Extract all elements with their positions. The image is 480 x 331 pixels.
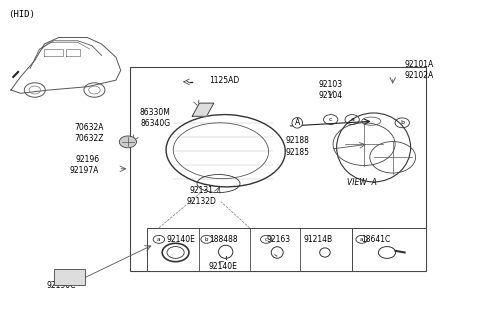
Text: 92103
92104: 92103 92104 (319, 80, 343, 100)
Text: 188488: 188488 (209, 235, 238, 244)
Text: 92188
92185: 92188 92185 (285, 136, 309, 157)
Text: 18641C: 18641C (362, 235, 391, 244)
Text: a: a (157, 237, 161, 242)
FancyBboxPatch shape (130, 67, 426, 270)
FancyBboxPatch shape (352, 228, 426, 270)
Text: 92140E: 92140E (166, 235, 195, 244)
Text: b: b (205, 237, 208, 242)
Text: 92190C: 92190C (47, 281, 76, 291)
Text: b: b (400, 120, 404, 125)
Text: 92101A
92102A: 92101A 92102A (405, 60, 434, 80)
Text: VIEW  A: VIEW A (347, 178, 377, 187)
Text: 92196
92197A: 92196 92197A (70, 155, 99, 175)
Text: 92163: 92163 (266, 235, 290, 244)
Text: 1125AD: 1125AD (209, 76, 239, 85)
Text: c: c (329, 117, 333, 122)
Text: 86330M
86340G: 86330M 86340G (140, 108, 171, 128)
Text: 92131
92132D: 92131 92132D (187, 186, 217, 206)
Text: c: c (265, 237, 268, 242)
Text: A: A (295, 118, 300, 127)
Text: a: a (350, 117, 354, 122)
Polygon shape (192, 103, 214, 116)
Text: a: a (360, 237, 363, 242)
Circle shape (119, 136, 136, 148)
Text: 91214B: 91214B (303, 235, 333, 244)
Text: 70632A
70632Z: 70632A 70632Z (74, 123, 104, 143)
Text: 92140E: 92140E (209, 262, 238, 271)
FancyBboxPatch shape (147, 228, 385, 270)
FancyBboxPatch shape (54, 269, 85, 285)
Text: (HID): (HID) (9, 10, 36, 19)
